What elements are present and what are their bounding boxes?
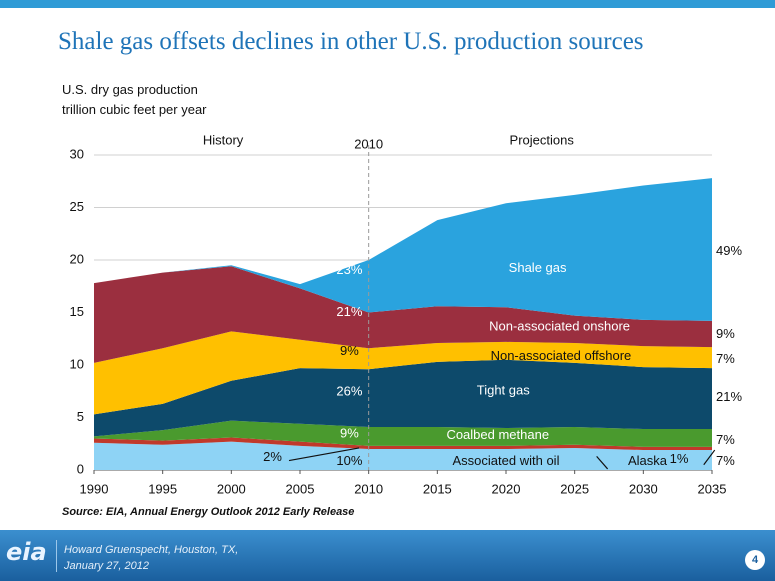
- area-coalbed-methane: [94, 420, 712, 447]
- area-tight-gas: [94, 359, 712, 437]
- y-tick-label: 15: [70, 304, 84, 319]
- series-label: Non-associated onshore: [489, 319, 630, 334]
- alaska-arrow-left: [596, 455, 609, 470]
- series-label: Associated with oil: [453, 453, 560, 468]
- y-tick-label: 5: [77, 409, 84, 424]
- source-note: Source: EIA, Annual Energy Outlook 2012 …: [62, 506, 355, 518]
- area-shale-gas: [94, 178, 712, 321]
- pct-2035-label: 9%: [716, 326, 735, 341]
- series-label: Non-associated offshore: [491, 348, 632, 363]
- x-tick-label: 2030: [629, 481, 658, 496]
- pct-2035-label: 7%: [716, 453, 735, 468]
- eia-logo: eia: [6, 538, 47, 566]
- y-tick-label: 0: [77, 461, 84, 476]
- pct-2035-label: 7%: [716, 432, 735, 447]
- area-non-associated-onshore: [94, 266, 712, 363]
- y-axis-label-line1: U.S. dry gas production: [62, 82, 198, 97]
- pct-2010-alaska-label: 2%: [263, 449, 282, 464]
- pct-2010-label: 21%: [336, 304, 362, 319]
- x-tick-label: 1990: [80, 481, 109, 496]
- pct-2010-label: 10%: [336, 453, 362, 468]
- top-accent-bar: [0, 0, 775, 8]
- pct-2010-label: 9%: [340, 426, 359, 441]
- series-label: Coalbed methane: [446, 427, 549, 442]
- page-number: 4: [745, 550, 765, 570]
- history-label: History: [203, 132, 244, 147]
- area-alaska: [94, 437, 712, 451]
- slide-title: Shale gas offsets declines in other U.S.…: [58, 28, 644, 55]
- pct-2035-label: 49%: [716, 243, 742, 258]
- x-tick-label: 2035: [698, 481, 727, 496]
- y-tick-label: 25: [70, 199, 84, 214]
- pct-2035-alaska-label: 1%: [670, 451, 689, 466]
- footer-presenter: Howard Gruenspecht, Houston, TX,: [64, 544, 239, 556]
- area-associated-with-oil: [94, 441, 712, 470]
- series-label: Tight gas: [477, 383, 530, 398]
- alaska-arrow-right: [703, 449, 716, 466]
- projections-label: Projections: [510, 132, 575, 147]
- x-tick-label: 2025: [560, 481, 589, 496]
- pct-2010-label: 26%: [336, 384, 362, 399]
- pct-2035-label: 21%: [716, 389, 742, 404]
- pct-2010-label: 23%: [336, 262, 362, 277]
- pct-2010-label: 9%: [340, 343, 359, 358]
- area-non-associated-offshore: [94, 331, 712, 415]
- x-tick-label: 2015: [423, 481, 452, 496]
- alaska-2010-arrow: [288, 447, 360, 462]
- y-axis-label-line2: trillion cubic feet per year: [62, 102, 207, 117]
- x-tick-label: 2010: [354, 481, 383, 496]
- series-label: Shale gas: [509, 260, 567, 275]
- series-label: Alaska: [628, 453, 668, 468]
- y-tick-label: 30: [70, 146, 84, 161]
- footer-date: January 27, 2012: [64, 560, 150, 572]
- x-tick-label: 2005: [286, 481, 315, 496]
- footer-bar: eia Howard Gruenspecht, Houston, TX, Jan…: [0, 530, 775, 581]
- footer-divider: [56, 540, 57, 572]
- x-tick-label: 1995: [148, 481, 177, 496]
- x-tick-label: 2020: [492, 481, 521, 496]
- x-tick-label: 2000: [217, 481, 246, 496]
- pct-2035-label: 7%: [716, 351, 735, 366]
- divider-2010-label: 2010: [354, 136, 383, 151]
- y-tick-label: 10: [70, 356, 84, 371]
- y-tick-label: 20: [70, 251, 84, 266]
